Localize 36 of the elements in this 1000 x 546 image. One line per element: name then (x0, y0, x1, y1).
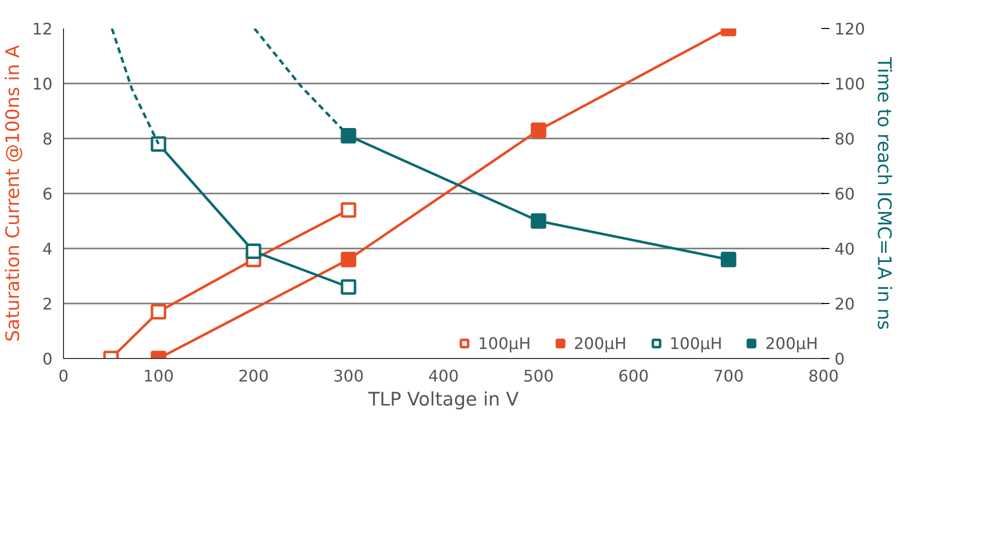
point (720, 252, 736, 268)
x-tick-label: 600 (618, 366, 649, 386)
y-tick-label: 2 (42, 294, 53, 314)
x-tick-label: 700 (713, 366, 744, 386)
y2-axis-title: Time to reach ICMC=1A in ns (873, 56, 894, 330)
x-tick-label: 200 (238, 366, 269, 386)
x-tick-label: 0 (58, 366, 69, 386)
x-tick-label: 100 (143, 366, 174, 386)
legend-label: 100µH (670, 334, 722, 352)
y2-tick-label: 0 (834, 350, 845, 368)
y2-tick-label: 20 (834, 294, 855, 314)
x-tick-label: 800 (808, 366, 839, 386)
y2-tick-label: 80 (834, 130, 855, 148)
point (150, 136, 166, 152)
legend-label: 100µH (478, 334, 531, 352)
y-tick-label: 6 (42, 184, 53, 204)
point (530, 213, 546, 229)
legend-label: 200µH (765, 334, 818, 352)
y-tick-label: 4 (42, 240, 53, 258)
y-tick-label: 10 (32, 74, 52, 94)
x-tick-label: 400 (428, 366, 459, 386)
y-axis-title: Saturation Current @100ns in A (3, 44, 24, 342)
y-tick-label: 12 (32, 20, 52, 38)
x-tick-label: 500 (523, 366, 554, 386)
point (246, 244, 262, 259)
x-tick-label: 300 (333, 366, 364, 386)
point (340, 279, 356, 295)
point (340, 128, 356, 144)
x-axis-title: TLP Voltage in V (367, 390, 520, 410)
legend-label: 200µH (574, 334, 626, 352)
y2-tick-label: 120 (834, 20, 866, 38)
y2-tick-label: 40 (834, 240, 855, 258)
y-tick-label: 0 (42, 350, 53, 368)
y2-tick-label: 100 (834, 74, 866, 94)
y-tick-label: 8 (42, 130, 53, 148)
y2-tick-label: 60 (834, 184, 855, 204)
